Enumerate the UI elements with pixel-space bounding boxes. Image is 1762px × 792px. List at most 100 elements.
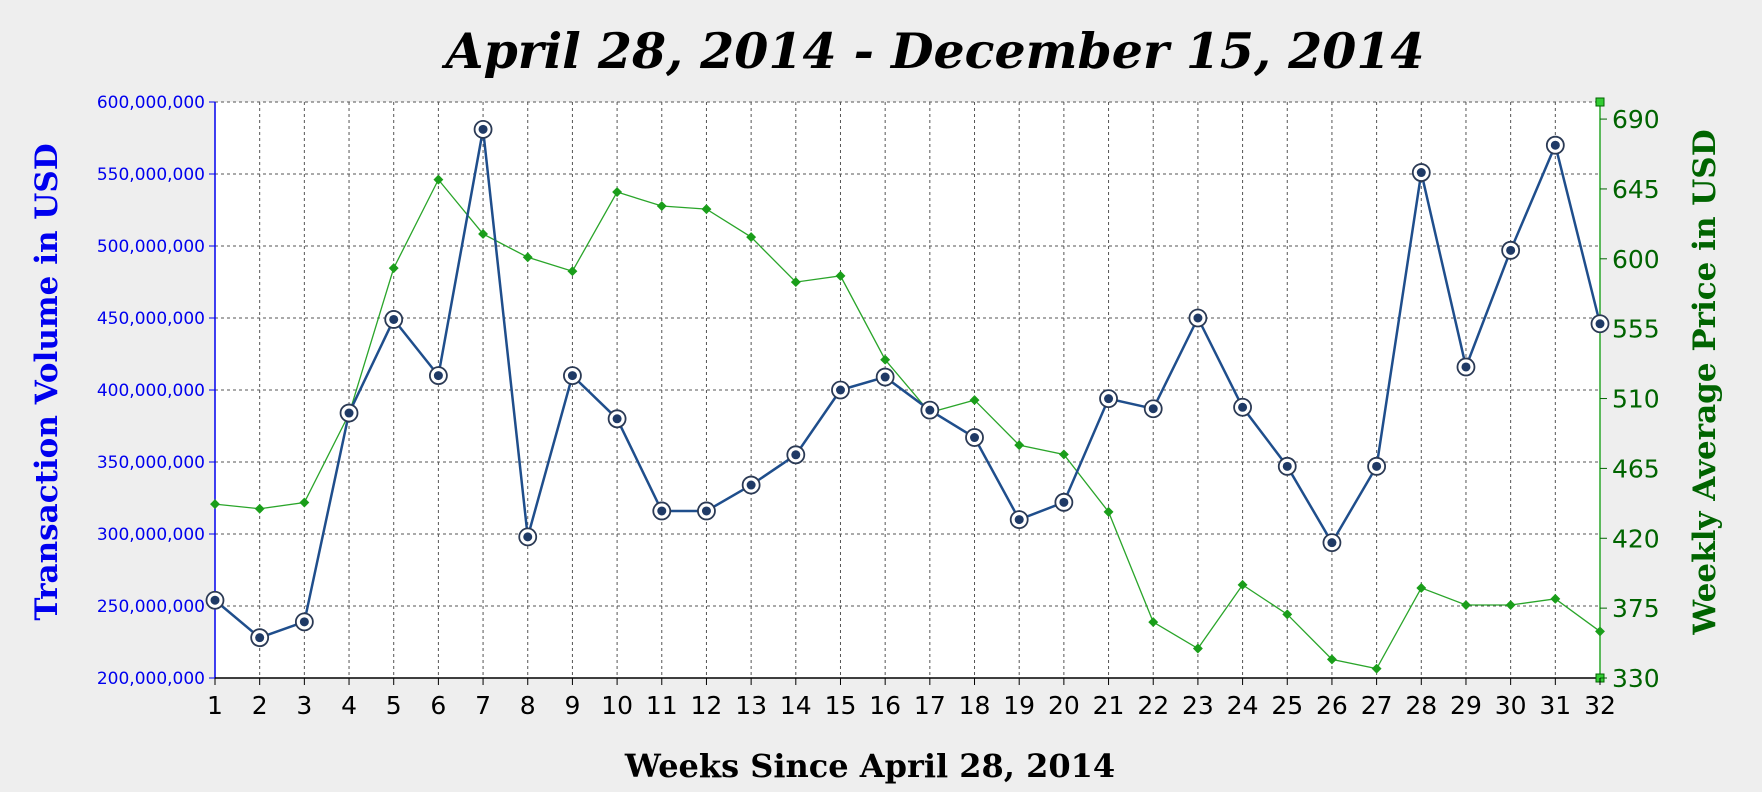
x-tick-label: 22 [1137,691,1169,720]
x-tick-label: 31 [1539,691,1571,720]
volume-point [925,405,935,415]
volume-point [433,371,443,381]
price-point [210,499,220,510]
left-tick-label: 300,000,000 [97,525,205,545]
volume-point [1282,461,1292,471]
volume-point [1372,461,1382,471]
x-tick-label: 29 [1450,691,1482,720]
volume-point [478,124,488,134]
volume-point [1595,319,1605,329]
x-tick-label: 17 [914,691,946,720]
volume-point [1238,402,1248,412]
volume-point [567,371,577,381]
x-tick-label: 30 [1495,691,1527,720]
x-tick-label: 14 [780,691,812,720]
x-tick-label: 16 [869,691,901,720]
volume-line [214,129,1602,640]
volume-point [657,506,667,516]
right-axis-end-marker [1595,97,1605,107]
volume-point [523,532,533,542]
price-point [612,187,623,197]
x-tick-label: 28 [1405,691,1437,720]
x-tick-label: 19 [1003,691,1035,720]
volume-point [1506,245,1516,255]
volume-point [1059,497,1069,507]
left-tick-label: 600,000,000 [97,93,205,113]
price-point [1595,626,1605,637]
x-tick-label: 26 [1316,691,1348,720]
price-point [1058,449,1069,460]
right-tick-label: 510 [1612,385,1660,414]
right-tick-label: 690 [1612,105,1660,134]
price-point [1103,506,1114,517]
x-tick-label: 1 [207,691,223,720]
right-tick-label: 555 [1612,315,1660,344]
volume-point [791,450,801,460]
right-tick-label: 330 [1612,664,1660,693]
x-tick-label: 4 [341,691,357,720]
x-tick-label: 2 [252,691,268,720]
left-tick-label: 350,000,000 [97,453,205,473]
x-tick-label: 25 [1271,691,1303,720]
price-point [299,497,310,508]
volume-point [299,617,309,627]
price-point [1148,617,1159,628]
x-tick-label: 6 [430,691,446,720]
price-point [1461,600,1471,610]
x-tick-label: 5 [386,691,402,720]
volume-point [835,385,845,395]
price-point [388,263,399,274]
left-tick-label: 200,000,000 [97,669,205,689]
volume-point [210,595,220,605]
x-tick-label: 13 [735,691,767,720]
volume-point [255,633,265,643]
x-tick-label: 20 [1048,691,1080,720]
price-point [1505,600,1516,610]
x-tick-label: 27 [1361,691,1393,720]
price-point [790,277,801,288]
price-point [1371,663,1382,674]
volume-point [1327,538,1337,548]
price-point [478,229,489,239]
x-tick-label: 3 [296,691,312,720]
x-tick-label: 23 [1182,691,1214,720]
volume-point [1550,140,1560,150]
right-tick-label: 375 [1612,594,1660,623]
volume-point [701,506,711,516]
x-tick-label: 12 [691,691,723,720]
x-tick-label: 11 [646,691,678,720]
price-point [567,266,578,277]
price-point [1237,579,1248,590]
right-tick-label: 600 [1612,245,1660,274]
volume-point [344,408,354,418]
price-point [969,395,980,406]
x-tick-label: 7 [475,691,491,720]
gridlines [214,101,1601,679]
price-point [835,270,846,281]
x-tick-label: 21 [1093,691,1125,720]
x-tick-label: 9 [564,691,580,720]
x-tick-label: 18 [959,691,991,720]
volume-point [1014,515,1024,525]
price-point [1550,593,1561,604]
price-point [746,232,757,243]
x-tick-label: 32 [1584,691,1616,720]
volume-point [1193,313,1203,323]
right-tick-label: 645 [1612,175,1660,204]
right-axis-ticks: 330 375 420 465 510 555 600 645 690 [1600,105,1660,693]
left-tick-label: 550,000,000 [97,165,205,185]
x-tick-label: 15 [825,691,857,720]
left-tick-label: 500,000,000 [97,237,205,257]
volume-point [612,414,622,424]
y-axis-right-label: Weekly Average Price in USD [1687,129,1723,635]
volume-point [1104,394,1114,404]
volume-point [880,372,890,382]
x-tick-label: 10 [601,691,633,720]
left-axis-ticks: 200,000,000 250,000,000 300,000,000 350,000… [97,93,215,689]
volume-point [970,433,980,443]
price-point [1326,654,1337,665]
volume-point [389,314,399,324]
price-point [656,201,667,211]
volume-series [205,119,1610,648]
price-point [880,354,891,365]
